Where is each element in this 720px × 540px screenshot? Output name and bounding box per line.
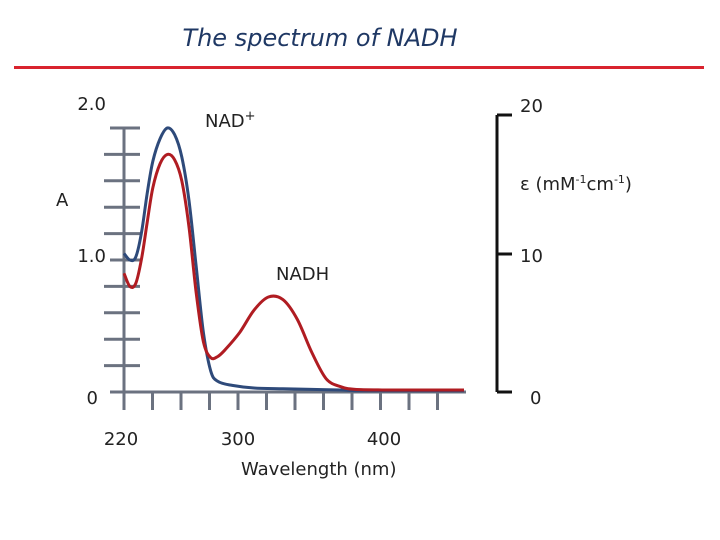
right-tick-label-2: 20 (520, 96, 543, 117)
series-line-nad-plus (122, 126, 464, 393)
series-line-nadh (122, 152, 464, 392)
x-tick-label-220: 220 (104, 429, 138, 450)
left-tick-label-2: 2.0 (77, 94, 106, 115)
right-axis-label-part-1: ε (mM (520, 174, 576, 195)
left-tick-label-0: 0 (87, 388, 98, 409)
right-tick-label-0: 0 (530, 388, 541, 409)
right-axis-label: ε (mM-1cm-1) (520, 173, 632, 195)
left-axis-label: A (56, 190, 69, 211)
right-axis-label-sup-2: -1 (614, 173, 625, 186)
x-tick-label-300: 300 (221, 429, 255, 450)
left-tick-label-1: 1.0 (77, 246, 106, 267)
right-axis-label-part-3: ) (625, 174, 632, 195)
nad-plus-label-superscript: + (245, 109, 256, 124)
nad-plus-label-text: NAD (205, 111, 245, 132)
nad-plus-label: NAD+ (205, 109, 256, 132)
nadh-label: NADH (276, 264, 329, 285)
right-axis-label-sup-1: -1 (576, 173, 587, 186)
x-axis-label: Wavelength (nm) (241, 459, 397, 480)
right-axis-label-part-2: cm (587, 174, 614, 195)
chart-title: The spectrum of NADH (182, 24, 458, 52)
title-divider (14, 66, 704, 69)
x-tick-label-400: 400 (367, 429, 401, 450)
right-tick-label-1: 10 (520, 246, 543, 267)
